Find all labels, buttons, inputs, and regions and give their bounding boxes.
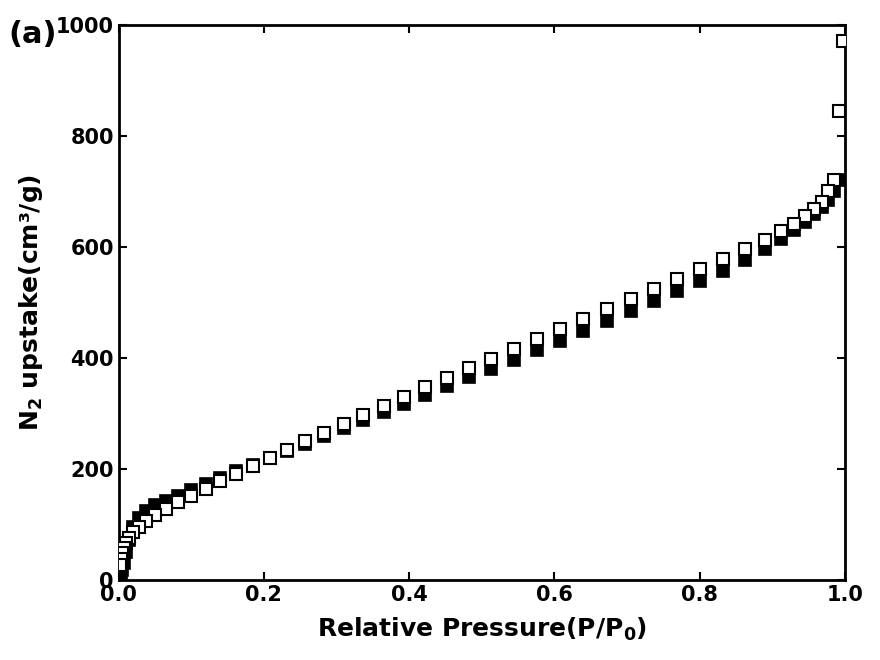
X-axis label: Relative Pressure$\mathbf{(P/P_0)}$: Relative Pressure$\mathbf{(P/P_0)}$ [317, 616, 647, 644]
Y-axis label: $\mathbf{N_2}$ upstake(cm³/g): $\mathbf{N_2}$ upstake(cm³/g) [17, 174, 45, 431]
Text: (a): (a) [9, 20, 57, 49]
